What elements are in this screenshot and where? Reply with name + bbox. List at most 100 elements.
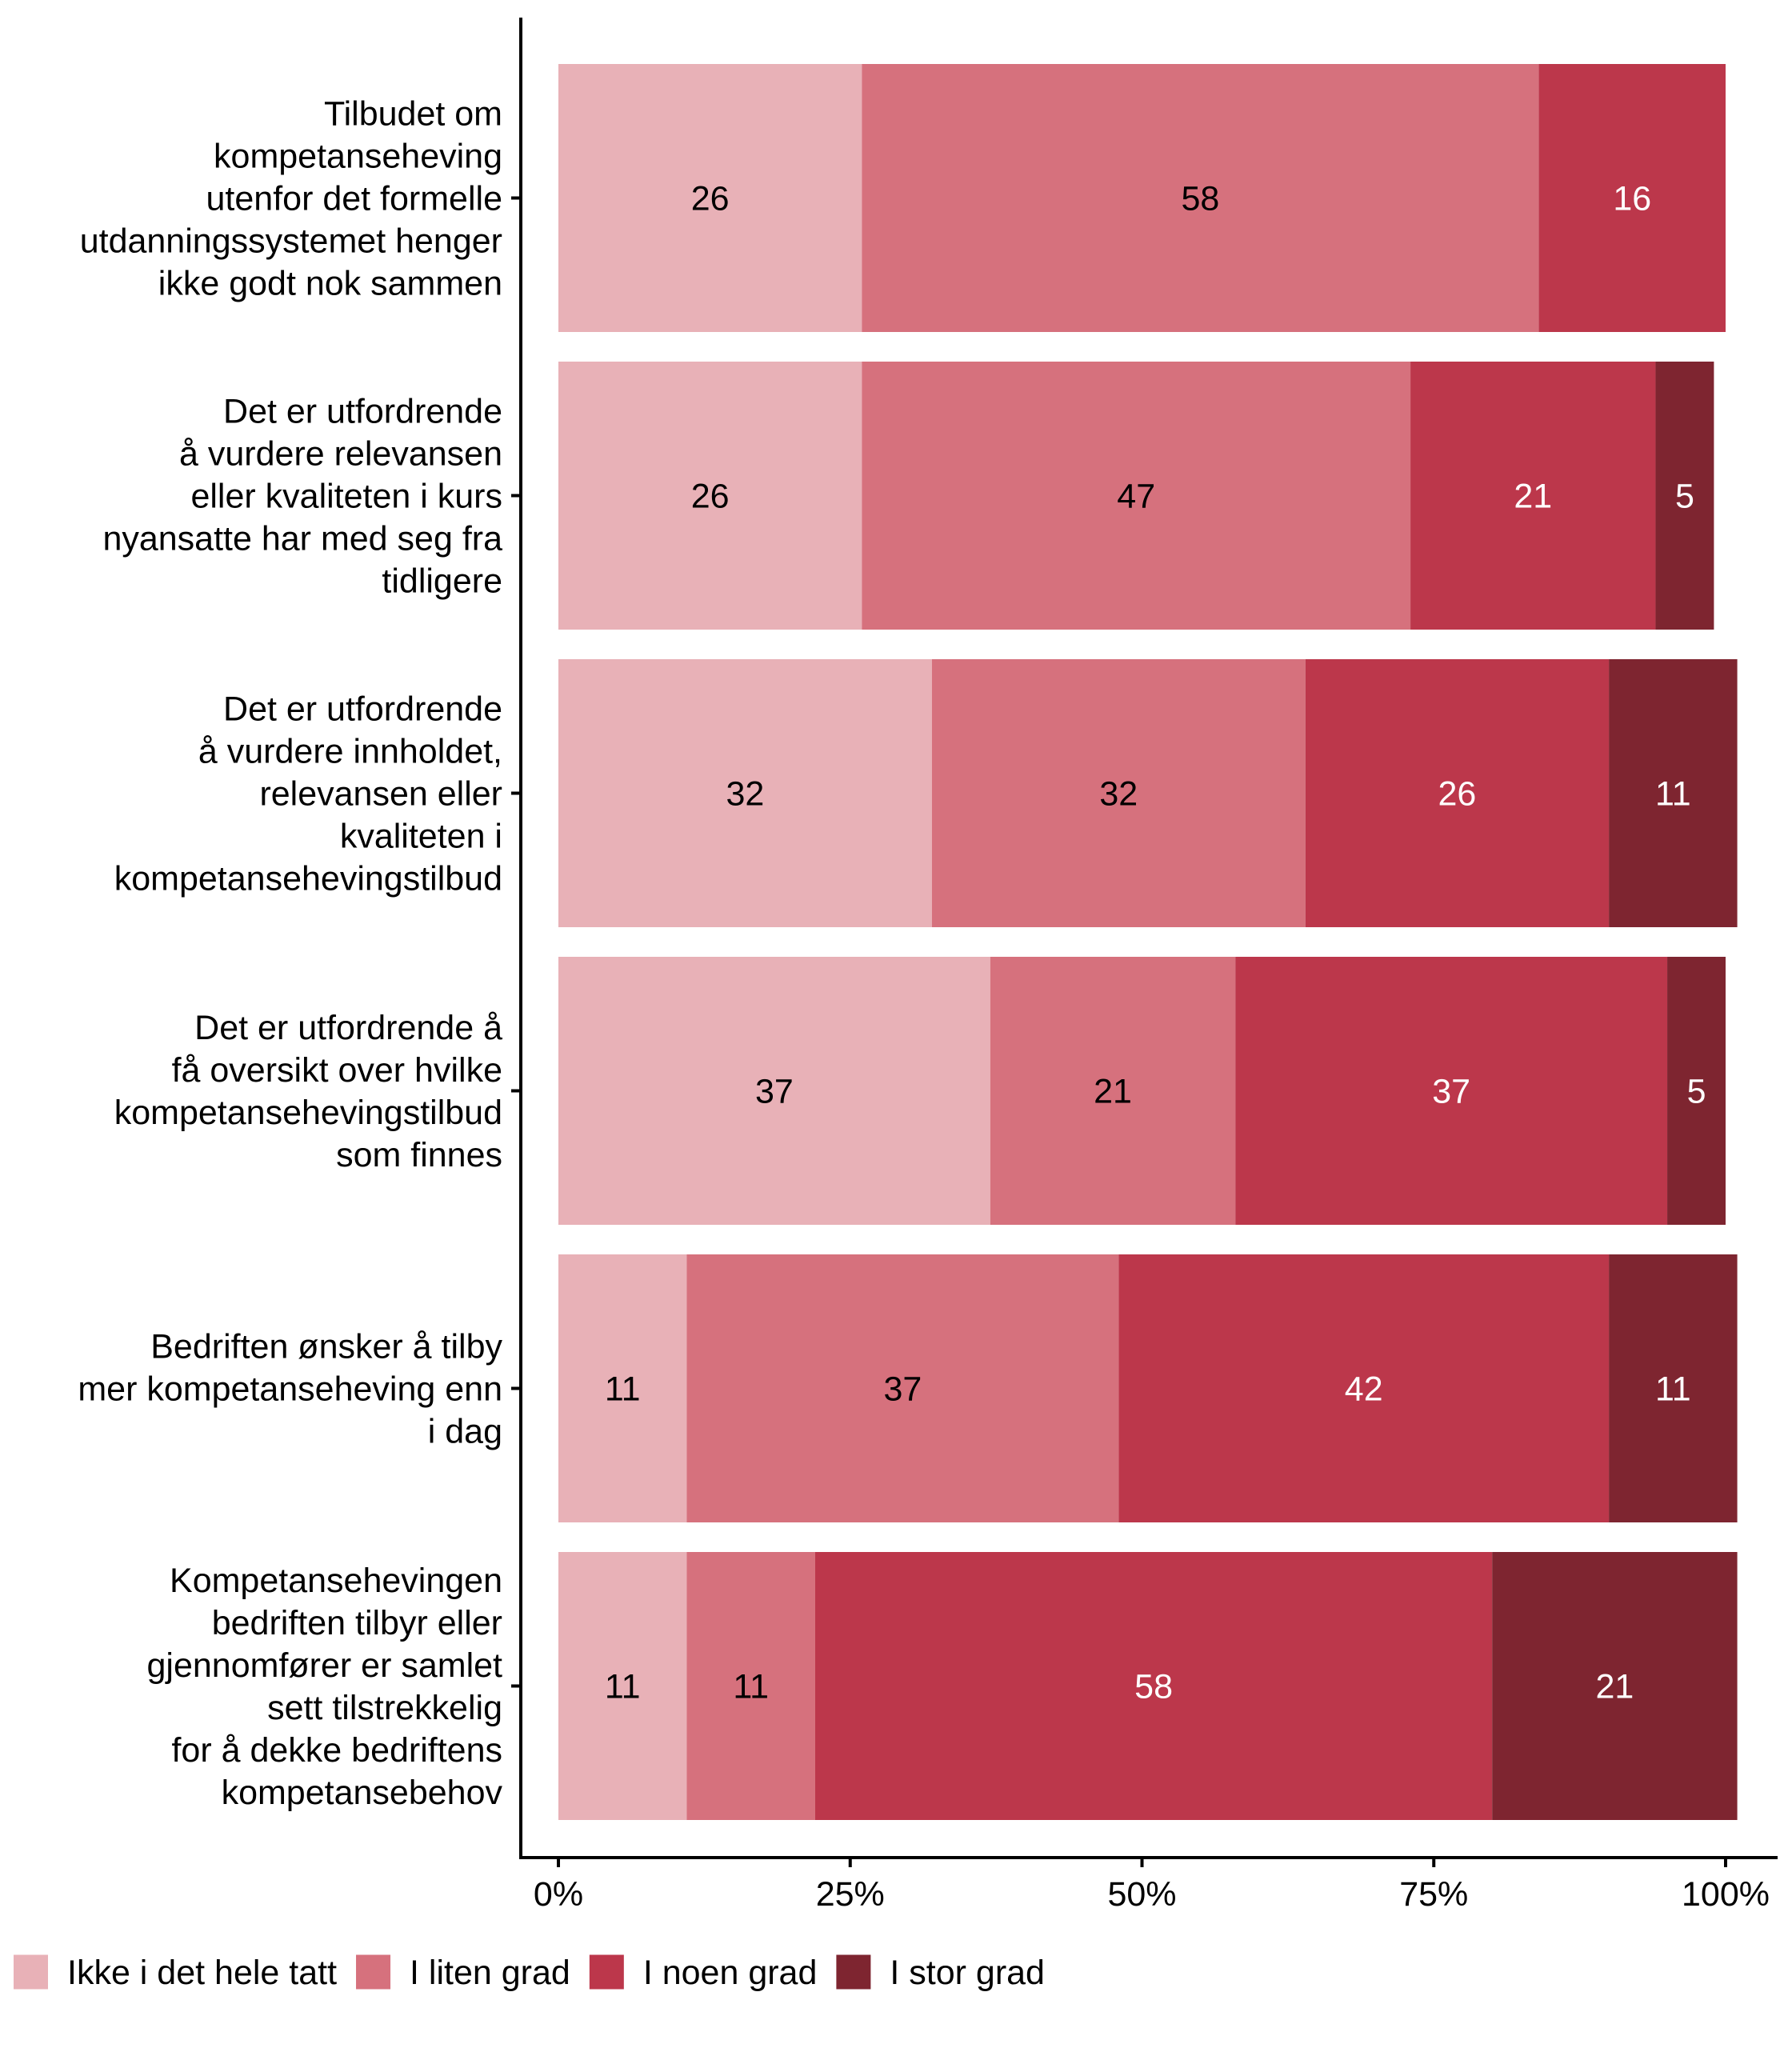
data-label: 37 xyxy=(755,1073,794,1111)
category-label-line: for å dekke bedriftens xyxy=(171,1731,502,1770)
category-label-line: kompetansehevingstilbud xyxy=(114,860,502,898)
bar-segment xyxy=(558,957,990,1225)
legend-key xyxy=(356,1954,391,1990)
data-label: 47 xyxy=(1117,478,1155,516)
category-label: Det er utfordrende å få oversikt over hvi… xyxy=(114,1009,502,1174)
category-label-line: Det er utfordrende xyxy=(223,393,502,431)
legend-item: I liten grad xyxy=(356,1954,570,1992)
category-label-line: ikke godt nok sammen xyxy=(158,265,502,303)
bar-row: 26 47 21 5 xyxy=(558,362,1714,630)
data-label: 32 xyxy=(1099,775,1138,814)
category-label-line: relevansen eller xyxy=(259,775,502,814)
category-label-line: Det er utfordrende xyxy=(223,690,502,729)
y-axis-labels: Tilbudet om kompetanseheving utenfor det f… xyxy=(78,95,521,1812)
bar-row: 32 32 26 11 xyxy=(558,659,1738,927)
bar-segment xyxy=(990,957,1236,1225)
data-label: 37 xyxy=(883,1370,922,1409)
category-label-line: tidligere xyxy=(382,562,502,601)
category-label-line: gjennomfører er samlet xyxy=(147,1646,503,1685)
legend-label: I noen grad xyxy=(643,1954,818,1992)
data-label: 58 xyxy=(1182,180,1220,218)
data-label: 37 xyxy=(1432,1073,1470,1111)
category-label-line: kompetansehevingstilbud xyxy=(114,1094,502,1132)
category-label-line: eller kvaliteten i kurs xyxy=(190,478,502,516)
legend: Ikke i det hele tatt I liten grad I noen g… xyxy=(14,1954,1045,1992)
category-label-line: utenfor det formelle xyxy=(206,180,502,218)
bar-segment xyxy=(558,362,862,630)
category-label-line: få oversikt over hvilke xyxy=(172,1051,502,1090)
bar-segment xyxy=(686,1552,815,1820)
category-label-line: i dag xyxy=(428,1413,502,1451)
bar-row: 26 58 16 xyxy=(558,64,1726,332)
data-label: 11 xyxy=(1655,775,1691,814)
x-tick-label: 100% xyxy=(1682,1875,1770,1914)
legend-key xyxy=(836,1954,871,1990)
legend-label: I liten grad xyxy=(410,1954,570,1992)
bar-segment xyxy=(1538,64,1726,332)
axes xyxy=(519,18,1778,1859)
category-label-line: kompetansebehov xyxy=(222,1774,503,1812)
bar-segment xyxy=(558,659,932,927)
data-label: 5 xyxy=(1687,1073,1706,1111)
bar-segment xyxy=(558,1552,687,1820)
legend-item: I noen grad xyxy=(589,1954,818,1992)
category-label: Det er utfordrende å vurdere relevansen el… xyxy=(102,393,502,601)
category-label-line: utdanningssystemet henger xyxy=(80,222,502,261)
legend-item: Ikke i det hele tatt xyxy=(14,1954,337,1992)
category-label-line: å vurdere relevansen xyxy=(179,435,502,474)
data-label: 21 xyxy=(1514,478,1552,516)
bar-segment xyxy=(1609,1254,1738,1522)
data-label: 26 xyxy=(691,180,730,218)
bar-row: 11 37 42 11 xyxy=(558,1254,1738,1522)
category-label-line: nyansatte har med seg fra xyxy=(102,520,502,558)
bar-segment xyxy=(931,659,1306,927)
category-label-line: kvaliteten i xyxy=(340,818,502,856)
category-label: Det er utfordrende å vurdere innholdet, re… xyxy=(114,690,502,898)
x-tick-label: 25% xyxy=(816,1875,885,1914)
x-tick-label: 50% xyxy=(1107,1875,1176,1914)
category-label-line: Bedriften ønsker å tilby xyxy=(150,1328,502,1366)
data-label: 16 xyxy=(1613,180,1651,218)
category-label-line: mer kompetanseheving enn xyxy=(78,1370,502,1409)
data-label: 11 xyxy=(605,1668,641,1706)
category-label-line: bedriften tilbyr eller xyxy=(212,1604,502,1642)
category-label-line: Tilbudet om xyxy=(324,95,502,134)
data-label: 11 xyxy=(733,1668,769,1706)
legend-item: I stor grad xyxy=(836,1954,1045,1992)
bar-row: 11 11 58 21 xyxy=(558,1552,1738,1820)
data-label: 32 xyxy=(726,775,765,814)
category-label: Kompetansehevingen bedriften tilbyr eller… xyxy=(147,1562,503,1812)
bar-segment xyxy=(558,1254,687,1522)
bar-segment xyxy=(862,64,1539,332)
bar-segment xyxy=(1492,1552,1738,1820)
data-label: 11 xyxy=(1655,1370,1691,1409)
bar-segment xyxy=(1655,362,1714,630)
category-label-line: sett tilstrekkelig xyxy=(267,1689,502,1727)
category-label: Tilbudet om kompetanseheving utenfor det f… xyxy=(80,95,502,303)
data-label: 42 xyxy=(1345,1370,1383,1409)
category-label-line: Det er utfordrende å xyxy=(194,1009,502,1047)
bar-segment xyxy=(558,64,862,332)
data-label: 21 xyxy=(1094,1073,1132,1111)
legend-key xyxy=(14,1954,48,1990)
bar-segment xyxy=(814,1552,1493,1820)
category-label-line: kompetanseheving xyxy=(214,138,502,176)
data-label: 5 xyxy=(1675,478,1694,516)
data-label: 11 xyxy=(605,1370,641,1409)
bar-row: 37 21 37 5 xyxy=(558,957,1726,1225)
legend-key xyxy=(589,1954,624,1990)
category-label-line: som finnes xyxy=(336,1136,502,1174)
x-axis-ticks: 0% 25% 50% 75% 100% xyxy=(534,1858,1770,1914)
bar-segment xyxy=(1118,1254,1610,1522)
legend-label: Ikke i det hele tatt xyxy=(67,1954,337,1992)
data-label: 21 xyxy=(1595,1668,1634,1706)
category-label-line: å vurdere innholdet, xyxy=(198,733,502,771)
x-tick-label: 0% xyxy=(534,1875,583,1914)
data-label: 26 xyxy=(1438,775,1477,814)
bar-segment xyxy=(1235,957,1668,1225)
data-label: 58 xyxy=(1134,1668,1173,1706)
bar-segment xyxy=(1609,659,1738,927)
data-label: 26 xyxy=(691,478,730,516)
bar-segment xyxy=(862,362,1411,630)
